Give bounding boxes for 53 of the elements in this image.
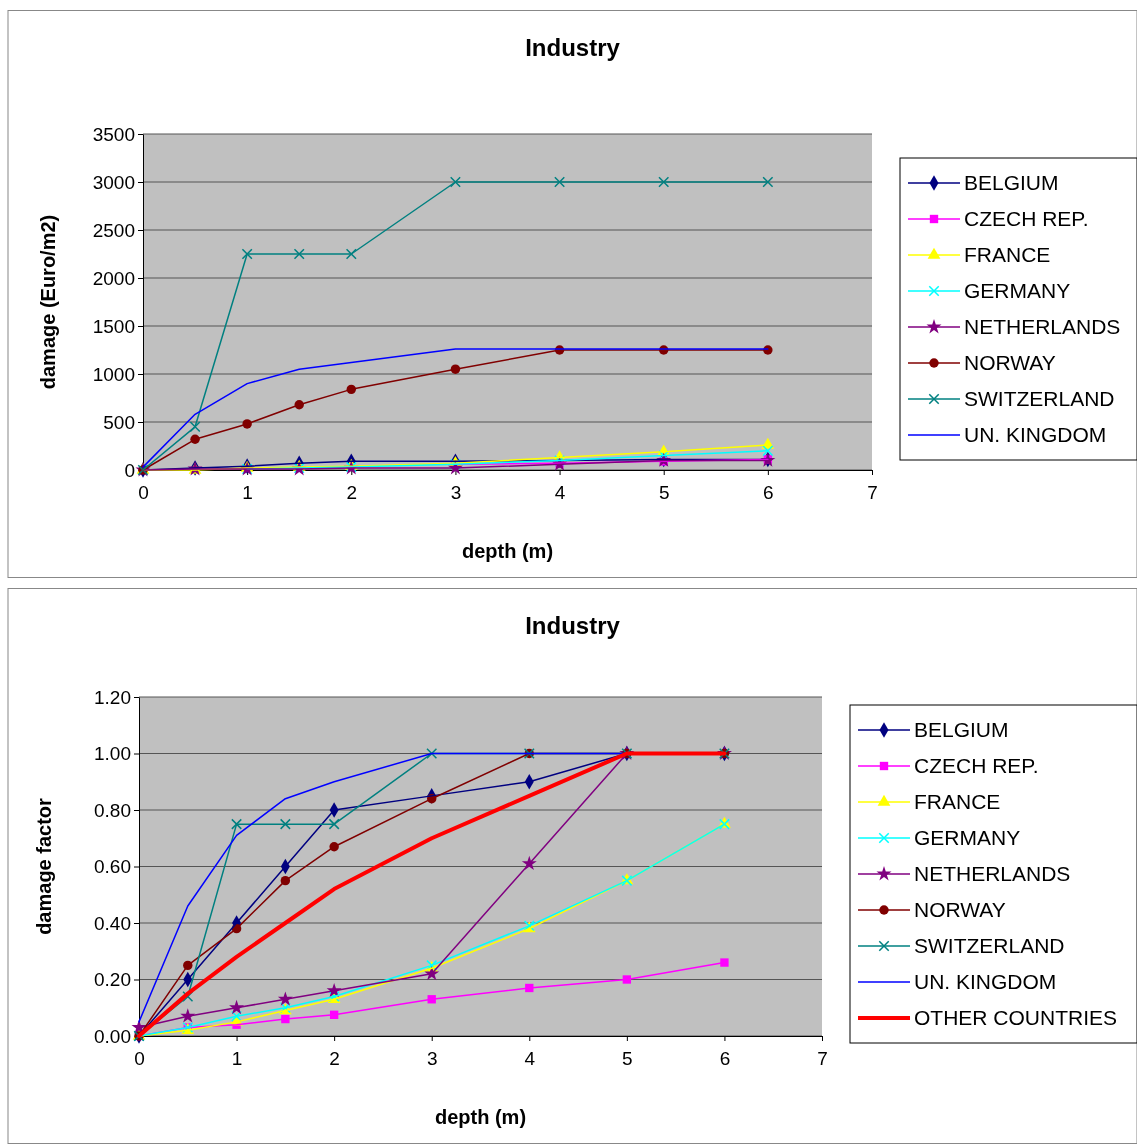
x-axis-title: depth (m) bbox=[461, 540, 554, 562]
x-tick-label: 4 bbox=[554, 481, 566, 503]
y-tick-label: 0.20 bbox=[94, 969, 131, 991]
legend-label: SWITZERLAND bbox=[964, 387, 1115, 410]
x-tick-label: 3 bbox=[450, 481, 462, 503]
y-tick-label: 1.00 bbox=[94, 743, 131, 765]
y-tick-label: 0.00 bbox=[94, 1025, 131, 1047]
x-tick-label: 2 bbox=[346, 481, 358, 503]
legend-label: UN. KINGDOM bbox=[914, 970, 1057, 993]
legend-label: FRANCE bbox=[914, 790, 1001, 813]
y-tick-label: 500 bbox=[103, 411, 135, 433]
legend-label: NETHERLANDS bbox=[914, 862, 1071, 885]
legend-label: BELGIUM bbox=[914, 718, 1009, 741]
legend-label: BELGIUM bbox=[964, 171, 1059, 194]
y-axis-title: damage factor bbox=[33, 797, 55, 935]
x-tick-label: 3 bbox=[426, 1047, 438, 1069]
x-tick-label: 5 bbox=[622, 1047, 633, 1069]
chart-title: Industry bbox=[525, 34, 621, 61]
legend-label: NORWAY bbox=[914, 898, 1006, 921]
legend-label: CZECH REP. bbox=[964, 207, 1089, 230]
x-tick-label: 1 bbox=[231, 1047, 243, 1069]
legend-label: NETHERLANDS bbox=[964, 315, 1121, 338]
y-tick-label: 2500 bbox=[92, 219, 135, 241]
y-axis-title: damage (Euro/m2) bbox=[37, 214, 59, 390]
y-tick-label: 1500 bbox=[92, 315, 135, 337]
x-tick-label: 7 bbox=[817, 1047, 828, 1069]
y-tick-label: 3500 bbox=[92, 123, 135, 145]
legend-label: OTHER COUNTRIES bbox=[914, 1006, 1118, 1029]
y-tick-label: 3000 bbox=[92, 171, 135, 193]
y-tick-label: 1000 bbox=[92, 363, 135, 385]
x-axis-title: depth (m) bbox=[434, 1106, 527, 1128]
y-tick-label: 2000 bbox=[92, 267, 135, 289]
x-tick-label: 4 bbox=[524, 1047, 536, 1069]
y-tick-label: 0.40 bbox=[94, 912, 131, 934]
x-tick-label: 0 bbox=[138, 481, 149, 503]
legend-label: NORWAY bbox=[964, 351, 1056, 374]
y-tick-label: 0.60 bbox=[94, 856, 131, 878]
x-tick-label: 7 bbox=[867, 481, 878, 503]
legend-label: CZECH REP. bbox=[914, 754, 1039, 777]
legend-label: FRANCE bbox=[964, 243, 1051, 266]
x-tick-label: 2 bbox=[329, 1047, 340, 1069]
x-tick-label: 1 bbox=[242, 481, 253, 503]
y-tick-label: 1.20 bbox=[94, 686, 131, 708]
legend-label: GERMANY bbox=[964, 279, 1071, 302]
y-tick-label: 0 bbox=[124, 459, 135, 481]
x-tick-label: 6 bbox=[763, 481, 774, 503]
legend-label: UN. KINGDOM bbox=[964, 423, 1107, 446]
x-tick-label: 5 bbox=[658, 481, 670, 503]
legend-label: GERMANY bbox=[914, 826, 1021, 849]
chart-title: Industry bbox=[525, 612, 621, 639]
legend-label: SWITZERLAND bbox=[914, 934, 1065, 957]
x-tick-label: 6 bbox=[719, 1047, 731, 1069]
y-tick-label: 0.80 bbox=[94, 799, 131, 821]
